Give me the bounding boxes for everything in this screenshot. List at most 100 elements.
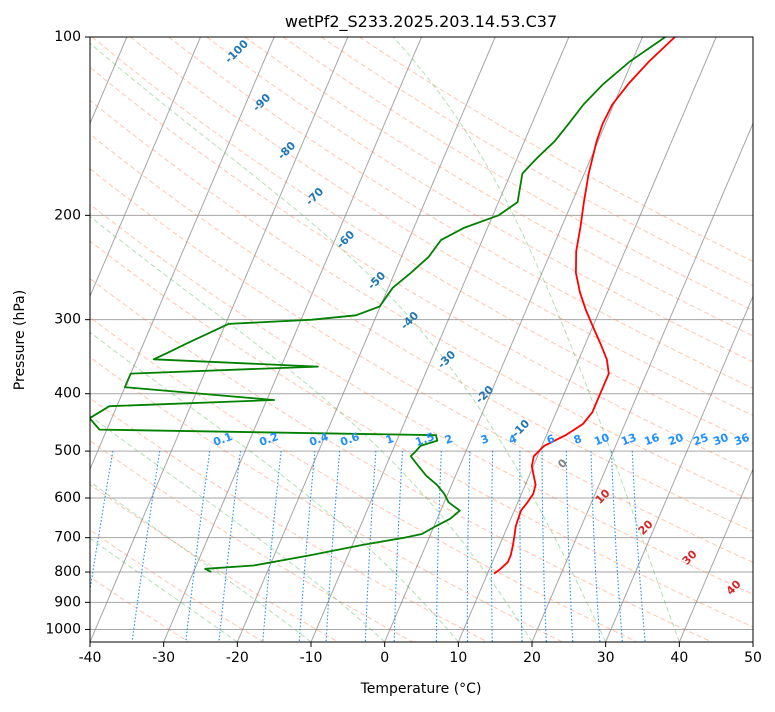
- mixing-ratio-label: 6: [545, 432, 557, 447]
- isotherm-line: [384, 37, 643, 642]
- mixing-ratio-line: [519, 451, 523, 642]
- isotherm-line: [531, 122, 753, 642]
- y-tick-label: 700: [54, 530, 81, 546]
- mixing-ratio-line: [218, 451, 242, 642]
- mixing-ratio-label: 1: [384, 432, 396, 447]
- mixing-ratio-line: [610, 451, 623, 642]
- isotherm-line: [678, 467, 753, 642]
- profile-series: [90, 37, 676, 575]
- dry-adiabat-line: [90, 133, 753, 533]
- dry-adiabat-line: [90, 278, 712, 642]
- dry-adiabat-line: [90, 240, 753, 628]
- mixing-ratio-line: [131, 451, 161, 642]
- x-tick-label: 40: [670, 650, 688, 666]
- y-tick-label: 400: [54, 386, 81, 402]
- mixing-ratio-label: 16: [642, 431, 661, 449]
- moist-adiabat-line: [90, 331, 459, 642]
- dry-adiabat-line: [206, 37, 753, 363]
- y-tick-label: 300: [54, 312, 81, 328]
- mixing-ratio-line: [364, 451, 377, 642]
- dry-adiabat-line: [90, 356, 563, 642]
- axes: -40 -30 -20 -10 0 10 20 30 40 5010020030040050060…: [45, 29, 762, 666]
- y-tick-label: 100: [54, 29, 81, 45]
- dry-adiabat-line: [90, 203, 753, 595]
- y-tick-label: 800: [54, 564, 81, 580]
- x-tick-label: 30: [597, 650, 615, 666]
- isotherm-line: [605, 295, 753, 642]
- isotherm-line: [310, 37, 570, 642]
- y-tick-label: 500: [54, 443, 81, 459]
- x-tick-label: 0: [380, 650, 389, 666]
- mixing-ratio-line: [590, 451, 601, 642]
- x-axis-label: Temperature (°C): [360, 681, 482, 697]
- moist-adiabat-line: [90, 415, 386, 642]
- mixing-ratio-label: 3: [479, 432, 491, 447]
- temperature-profile-line: [493, 37, 676, 575]
- moist-adiabat-line: [90, 537, 238, 642]
- x-tick-label: -30: [152, 650, 175, 666]
- mixing-ratio-line: [631, 451, 646, 642]
- x-tick-label: -20: [226, 650, 249, 666]
- x-tick-label: 20: [523, 650, 541, 666]
- mixing-ratio-line: [490, 451, 494, 642]
- mixing-ratio-label: 25: [691, 431, 710, 448]
- mixing-ratio-line: [565, 451, 574, 642]
- moist-adiabat-line: [392, 37, 680, 642]
- mixing-ratio-label: 20: [666, 431, 685, 449]
- mixing-ratio-label: 0.2: [257, 430, 280, 449]
- background-lines: [90, 37, 753, 642]
- y-tick-label: 600: [54, 490, 81, 506]
- dry-adiabat-line: [90, 529, 264, 642]
- isotherm-line: [163, 37, 422, 642]
- dry-adiabat-line: [90, 99, 753, 502]
- dry-adiabat-line: [90, 483, 339, 642]
- dry-adiabat-line: [90, 576, 190, 642]
- x-tick-label: 50: [744, 650, 762, 666]
- y-tick-label: 900: [54, 594, 81, 610]
- y-tick-label: 1000: [45, 621, 81, 637]
- mixing-ratio-label: 0.1: [211, 430, 234, 449]
- dry-adiabat-line: [320, 37, 753, 287]
- dry-adiabat-line: [90, 440, 414, 642]
- x-tick-label: -10: [300, 650, 323, 666]
- mixing-ratio-line: [435, 451, 442, 642]
- dry-adiabat-line: [91, 37, 753, 445]
- mixing-ratio-label: 8: [572, 432, 584, 447]
- mixing-ratio-label: 13: [619, 431, 638, 448]
- mixing-ratio-line: [541, 451, 547, 642]
- mixing-ratio-label: 30: [711, 431, 730, 449]
- mixing-ratio-label: 36: [732, 431, 751, 449]
- dry-adiabat-line: [90, 316, 638, 642]
- moist-adiabat-line: [90, 215, 533, 642]
- isotherm-line: [90, 37, 349, 642]
- mixing-ratio-label: 2: [443, 432, 455, 447]
- isotherm-line: [90, 37, 201, 298]
- isotherm-line: [90, 37, 275, 471]
- dry-adiabat-line: [90, 66, 753, 473]
- plot-frame: [89, 36, 754, 643]
- mixing-ratio-line: [393, 451, 404, 642]
- mixing-ratio-label: 0.6: [338, 430, 361, 449]
- y-axis-label: Pressure (hPa): [12, 290, 28, 390]
- dewpoint-profile-line: [90, 37, 666, 573]
- mixing-ratio-line: [298, 451, 316, 642]
- mixing-ratio-label: 4: [507, 432, 519, 447]
- mixing-ratio-line: [185, 451, 211, 642]
- mixing-ratio-label: 1.5: [413, 430, 436, 449]
- isotherm-line: [457, 37, 717, 642]
- mixing-ratio-line: [325, 451, 341, 642]
- mixing-ratio-line: [466, 451, 471, 642]
- isotherm-line: [236, 37, 496, 642]
- mixing-ratio-label: 0.4: [307, 430, 330, 449]
- mixing-ratio-line: [262, 451, 282, 642]
- y-tick-label: 200: [54, 207, 81, 223]
- dry-adiabat-line: [244, 37, 753, 337]
- dry-adiabat-line: [90, 397, 488, 642]
- x-tick-label: 10: [449, 650, 467, 666]
- x-tick-label: -40: [79, 650, 102, 666]
- chart-title: wetPf2_S233.2025.203.14.53.C37: [285, 12, 557, 32]
- mixing-ratio-label: 10: [592, 431, 611, 449]
